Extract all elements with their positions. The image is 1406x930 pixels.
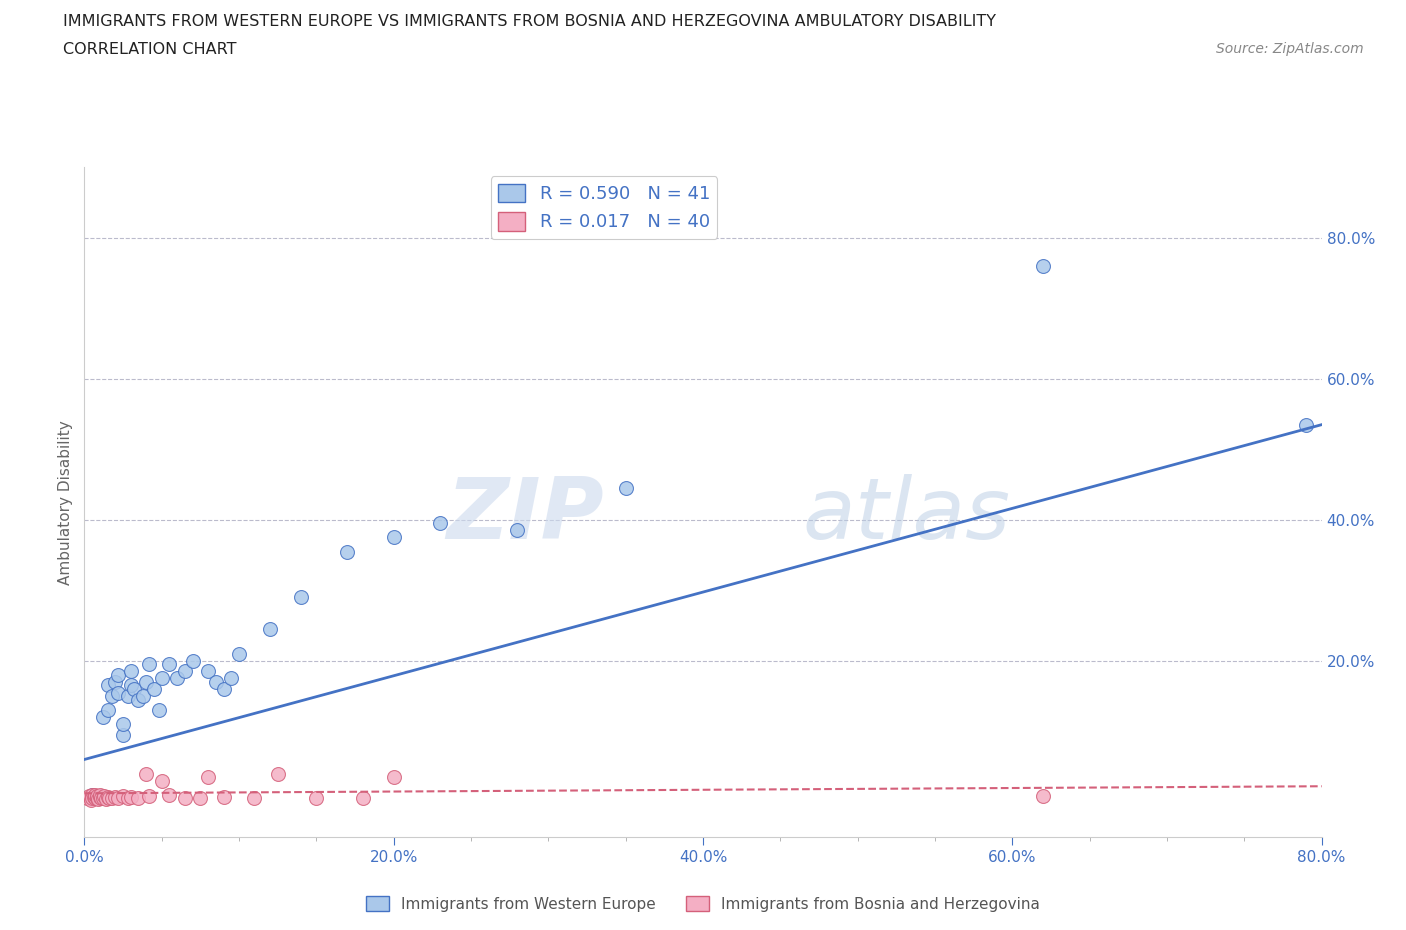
Point xyxy=(205,674,228,689)
Point xyxy=(97,790,120,804)
Point xyxy=(174,664,197,679)
Y-axis label: Ambulatory Disability: Ambulatory Disability xyxy=(58,419,73,585)
Point xyxy=(159,657,181,671)
Point xyxy=(90,790,112,805)
Point xyxy=(188,790,212,805)
Point xyxy=(243,790,266,805)
Point xyxy=(107,790,129,805)
Point xyxy=(91,710,114,724)
Point xyxy=(89,789,111,804)
Point xyxy=(128,790,150,805)
Point xyxy=(259,621,281,636)
Legend: R = 0.590   N = 41, R = 0.017   N = 40: R = 0.590 N = 41, R = 0.017 N = 40 xyxy=(491,177,717,239)
Point xyxy=(89,790,111,804)
Point xyxy=(148,703,170,718)
Point xyxy=(97,703,120,718)
Point xyxy=(132,688,155,703)
Point xyxy=(112,789,135,804)
Text: ZIP: ZIP xyxy=(446,474,605,557)
Point xyxy=(135,674,157,689)
Point xyxy=(138,789,160,804)
Point xyxy=(128,692,150,707)
Point xyxy=(91,790,114,805)
Point xyxy=(98,790,121,805)
Point xyxy=(101,790,124,805)
Point xyxy=(112,727,135,742)
Point xyxy=(107,685,129,700)
Text: IMMIGRANTS FROM WESTERN EUROPE VS IMMIGRANTS FROM BOSNIA AND HERZEGOVINA AMBULAT: IMMIGRANTS FROM WESTERN EUROPE VS IMMIGR… xyxy=(63,14,997,29)
Point xyxy=(1295,418,1317,432)
Point xyxy=(382,530,405,545)
Point xyxy=(506,523,529,538)
Point xyxy=(166,671,188,685)
Point xyxy=(197,664,219,679)
Point xyxy=(305,790,328,805)
Point xyxy=(94,791,117,806)
Point xyxy=(120,664,142,679)
Point xyxy=(112,717,135,732)
Point xyxy=(104,790,127,804)
Text: CORRELATION CHART: CORRELATION CHART xyxy=(63,42,236,57)
Point xyxy=(82,788,104,803)
Point xyxy=(93,789,115,804)
Point xyxy=(181,654,204,669)
Point xyxy=(352,790,374,805)
Point xyxy=(122,682,145,697)
Point xyxy=(135,766,157,781)
Point xyxy=(174,790,197,805)
Point xyxy=(86,789,108,804)
Point xyxy=(159,788,181,803)
Point xyxy=(120,790,142,804)
Point xyxy=(290,590,312,604)
Text: Source: ZipAtlas.com: Source: ZipAtlas.com xyxy=(1216,42,1364,56)
Point xyxy=(221,671,243,685)
Point xyxy=(86,790,108,805)
Point xyxy=(228,646,250,661)
Legend: Immigrants from Western Europe, Immigrants from Bosnia and Herzegovina: Immigrants from Western Europe, Immigran… xyxy=(360,889,1046,918)
Point xyxy=(86,790,108,805)
Point xyxy=(117,688,139,703)
Point xyxy=(97,678,120,693)
Point xyxy=(79,792,101,807)
Point xyxy=(267,766,290,781)
Text: atlas: atlas xyxy=(801,474,1010,557)
Point xyxy=(212,790,235,804)
Point xyxy=(107,668,129,683)
Point xyxy=(150,671,173,685)
Point xyxy=(104,674,127,689)
Point xyxy=(138,657,160,671)
Point xyxy=(77,789,100,804)
Point xyxy=(101,688,124,703)
Point xyxy=(89,788,111,803)
Point xyxy=(614,481,637,496)
Point xyxy=(84,790,107,805)
Point xyxy=(1032,789,1054,804)
Point xyxy=(1032,259,1054,273)
Point xyxy=(143,682,166,697)
Point xyxy=(336,544,359,559)
Point xyxy=(87,791,110,806)
Point xyxy=(76,790,98,805)
Point xyxy=(117,790,139,805)
Point xyxy=(84,788,107,803)
Point xyxy=(150,773,173,788)
Point xyxy=(120,678,142,693)
Point xyxy=(197,770,219,785)
Point xyxy=(82,790,104,805)
Point xyxy=(382,770,405,785)
Point xyxy=(83,790,105,804)
Point xyxy=(212,682,235,697)
Point xyxy=(82,788,104,803)
Point xyxy=(429,516,451,531)
